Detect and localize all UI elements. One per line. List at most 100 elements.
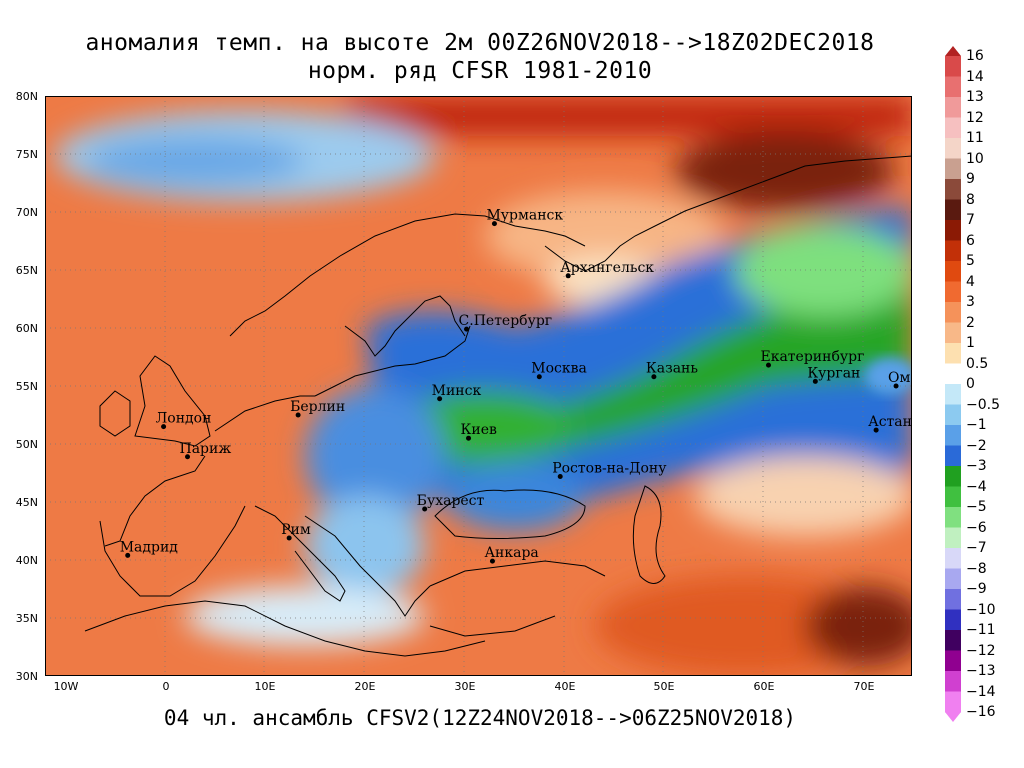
cities-layer: Мурманск Архангельск С.Петербург Москва Каза… [120, 208, 912, 564]
coast-anatolia [429, 560, 606, 637]
colorbar-label: 4 [966, 273, 975, 290]
ensemble-footer: 04 чл. ансамбль CFSV2(12Z24NOV2018-->06Z… [163, 706, 797, 730]
colorbar-swatch [945, 671, 961, 692]
colorbar-swatch [945, 117, 961, 139]
coast-italy [254, 505, 346, 602]
coast-north-africa [84, 600, 486, 657]
colorbar-label: 7 [966, 212, 975, 228]
city-marker [466, 435, 472, 441]
colorbar-label: 14 [966, 68, 984, 85]
lat-label-40n: 40N [15, 554, 38, 567]
lon-label-50e: 50E [653, 680, 675, 693]
colorbar-swatch [945, 343, 961, 364]
city-label: Лондон [156, 411, 212, 427]
colorbar-label: −6 [966, 519, 987, 536]
colorbar-swatch [945, 486, 961, 508]
city-label: Анкара [484, 545, 538, 561]
city-label: С.Петербург [459, 313, 553, 329]
city-label: Мурманск [486, 208, 563, 224]
anomaly-black-sea-cold [445, 461, 585, 531]
lon-label-70e: 70E [853, 680, 875, 693]
map-subtitle: норм. ряд CFSR 1981-2010 [307, 58, 653, 84]
coast-scandinavia [229, 213, 586, 337]
anomaly-kazakhstan-light [695, 456, 912, 536]
anomaly-ural-green-core [735, 226, 912, 316]
colorbar-label: −16 [966, 704, 996, 720]
lat-label-75n: 75N [15, 148, 38, 161]
colorbar-label: −3 [966, 458, 987, 474]
colorbar-swatch [945, 609, 961, 631]
colorbar-swatch [945, 56, 961, 77]
colorbar-label: 0.5 [966, 355, 989, 372]
anomaly-barents-light [485, 191, 725, 281]
city-marker [765, 362, 771, 368]
city-marker [873, 427, 879, 433]
city-label: Екатеринбург [760, 349, 864, 365]
colorbar-label: 13 [966, 89, 984, 105]
lat-label-70n: 70N [15, 206, 38, 219]
colorbar-label: −14 [966, 683, 996, 700]
colorbar-swatch [945, 97, 961, 118]
lat-label-65n: 65N [15, 264, 38, 277]
lon-label-60e: 60E [753, 680, 775, 693]
coast-white-sea [544, 155, 912, 272]
lat-label-35n: 35N [15, 612, 38, 625]
city-marker [125, 552, 131, 558]
colorbar-label: 2 [966, 314, 975, 331]
colorbar-swatch [945, 179, 961, 200]
city-marker [893, 383, 899, 389]
coast-baltic [314, 325, 471, 397]
colorbar-swatch [945, 466, 961, 487]
colorbar-label: 8 [966, 191, 975, 208]
anomaly-balkans-cold [305, 496, 425, 596]
colorbar-label: 0 [966, 376, 975, 392]
lon-label-0: 0 [162, 680, 170, 693]
lat-label-60n: 60N [15, 322, 38, 335]
coast-bothnia [344, 295, 466, 357]
anomaly-tien-shan-warm [805, 586, 912, 666]
colorbar-swatch [945, 548, 961, 569]
city-label: Минск [432, 383, 482, 399]
colorbar-swatch [945, 302, 961, 323]
coast-black-sea [434, 489, 586, 539]
city-marker [437, 396, 443, 402]
city-label: Архангельск [560, 260, 654, 276]
colorbar-label: 5 [966, 253, 975, 269]
city-label: Омск [888, 370, 912, 386]
city-label: Рим [281, 522, 311, 538]
colorbar-swatch [945, 527, 961, 549]
colorbar [945, 46, 961, 722]
temperature-anomaly-map: Мурманск Архангельск С.Петербург Москва Каза… [45, 96, 912, 676]
lat-label-80n: 80N [15, 90, 38, 103]
colorbar-label: 10 [966, 150, 984, 167]
colorbar-swatch [945, 404, 961, 426]
anomaly-mediterranean-neutral [185, 586, 425, 646]
colorbar-swatch [945, 322, 961, 344]
colorbar-swatch [945, 507, 961, 528]
colorbar-label: 3 [966, 294, 975, 310]
city-label: Курган [807, 365, 860, 381]
colorbar-label: −0.5 [966, 396, 1000, 413]
city-label: Казань [646, 361, 698, 377]
city-marker [565, 273, 571, 279]
colorbar-swatch [945, 384, 961, 405]
colorbar-swatch [945, 138, 961, 159]
coast-caspian [632, 485, 666, 584]
city-marker [185, 454, 191, 460]
city-marker [489, 558, 495, 564]
city-label: Бухарест [417, 493, 485, 509]
lat-label-55n: 55N [15, 380, 38, 393]
anomaly-kara-sea-warm [675, 131, 895, 211]
lat-label-30n: 30N [15, 670, 38, 683]
colorbar-swatch [945, 199, 961, 221]
colorbar-label: −10 [966, 601, 996, 618]
colorbar-label: 9 [966, 171, 975, 187]
colorbar-swatch [945, 630, 961, 651]
coast-ireland [99, 390, 131, 437]
city-marker [464, 326, 470, 332]
colorbar-label: 11 [966, 130, 984, 146]
city-label: Берлин [290, 399, 345, 415]
lon-label-30e: 30E [454, 680, 476, 693]
colorbar-swatch [945, 445, 961, 467]
colorbar-swatch [945, 281, 961, 303]
